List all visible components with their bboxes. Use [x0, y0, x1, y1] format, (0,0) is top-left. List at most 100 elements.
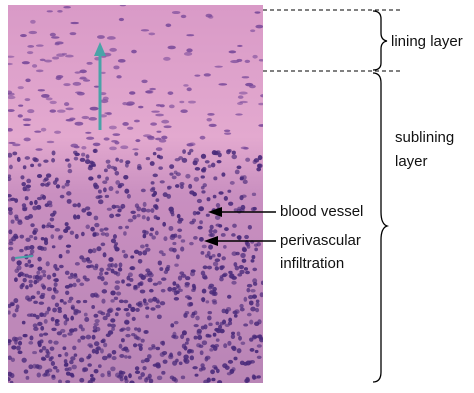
nucleus: [203, 379, 209, 383]
nucleus: [72, 214, 77, 220]
nucleus: [106, 112, 112, 116]
nucleus: [243, 323, 249, 327]
nucleus: [11, 345, 17, 350]
nucleus: [239, 269, 245, 275]
nucleus: [51, 158, 56, 163]
nucleus: [73, 273, 78, 277]
nucleus: [121, 279, 125, 284]
nucleus: [132, 214, 137, 220]
nucleus: [260, 94, 263, 98]
nucleus: [119, 5, 127, 7]
nucleus: [227, 321, 233, 326]
nucleus: [34, 199, 38, 205]
nucleus: [110, 262, 115, 268]
nucleus: [90, 226, 95, 232]
nucleus: [32, 205, 38, 211]
nucleus: [27, 45, 35, 48]
nucleus: [182, 149, 187, 154]
nucleus: [58, 264, 64, 269]
nucleus: [171, 175, 177, 180]
nucleus: [114, 170, 120, 176]
nucleus: [14, 268, 20, 273]
nucleus: [258, 124, 263, 127]
nucleus: [108, 186, 114, 192]
nucleus: [62, 334, 67, 338]
nucleus: [16, 345, 21, 351]
nucleus: [239, 307, 245, 312]
nucleus: [241, 246, 247, 252]
nucleus: [187, 151, 192, 156]
nucleus: [218, 83, 228, 86]
nucleus: [167, 91, 174, 95]
nucleus: [118, 299, 124, 304]
nucleus: [29, 234, 34, 239]
nucleus: [17, 114, 23, 118]
nucleus: [177, 351, 182, 356]
nucleus: [206, 197, 211, 202]
nucleus: [27, 259, 32, 264]
nucleus: [41, 345, 47, 351]
nucleus: [93, 313, 99, 318]
nucleus: [42, 273, 47, 278]
nucleus: [57, 306, 62, 311]
nucleus: [106, 308, 113, 314]
nucleus: [45, 348, 50, 354]
nucleus: [149, 161, 155, 166]
nucleus: [250, 288, 256, 293]
nucleus: [205, 333, 210, 338]
nucleus: [25, 285, 29, 290]
nucleus: [39, 312, 44, 318]
nucleus: [226, 294, 232, 299]
nucleus: [156, 314, 162, 320]
nucleus: [8, 246, 14, 251]
nucleus: [142, 229, 147, 234]
nucleus: [66, 191, 72, 196]
nucleus: [24, 196, 29, 201]
brace: [372, 10, 388, 71]
nucleus: [8, 152, 13, 158]
nucleus: [58, 379, 62, 383]
nucleus: [61, 185, 66, 189]
nucleus: [17, 336, 23, 341]
nucleus: [117, 59, 126, 63]
nucleus: [35, 364, 40, 369]
nucleus: [209, 348, 214, 352]
nucleus: [64, 367, 69, 372]
nucleus: [28, 214, 34, 219]
nucleus: [235, 113, 243, 116]
nucleus: [29, 249, 35, 254]
nucleus: [92, 142, 101, 147]
nucleus: [8, 339, 12, 343]
nucleus: [189, 241, 194, 246]
nucleus: [177, 234, 182, 239]
nucleus: [152, 173, 158, 178]
nucleus: [109, 213, 115, 219]
nucleus: [228, 201, 234, 206]
nucleus: [70, 143, 79, 148]
nucleus: [106, 207, 112, 211]
nucleus: [115, 157, 119, 162]
nucleus: [100, 373, 105, 378]
nucleus: [104, 194, 110, 199]
nucleus: [180, 246, 185, 252]
nucleus: [8, 193, 12, 198]
nucleus: [179, 100, 185, 104]
nucleus: [89, 373, 94, 378]
nucleus: [122, 122, 129, 126]
nucleus: [159, 180, 165, 184]
nucleus: [238, 335, 242, 341]
nucleus: [240, 252, 246, 258]
nucleus: [65, 244, 72, 248]
nucleus: [192, 210, 197, 216]
nucleus: [111, 204, 117, 209]
nucleus: [116, 291, 122, 296]
nucleus: [188, 301, 194, 307]
nucleus: [70, 272, 74, 277]
nucleus: [54, 228, 61, 232]
nucleus: [57, 354, 62, 358]
nucleus: [228, 273, 234, 279]
nucleus: [91, 334, 96, 340]
nucleus: [115, 180, 121, 185]
nucleus: [168, 206, 174, 212]
nucleus: [22, 118, 32, 122]
